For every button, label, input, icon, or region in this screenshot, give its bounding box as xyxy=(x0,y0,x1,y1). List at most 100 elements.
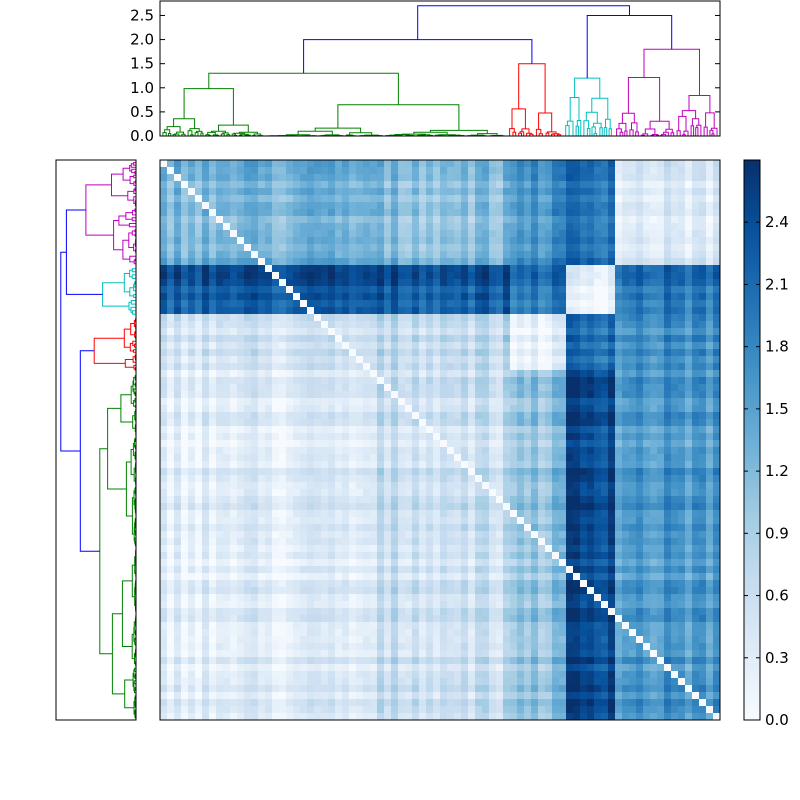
heatmap-cell xyxy=(405,328,413,336)
heatmap-cell xyxy=(489,475,497,483)
heatmap-cell xyxy=(426,272,434,280)
heatmap-cell xyxy=(286,426,294,434)
heatmap-cell xyxy=(559,468,567,476)
heatmap-cell xyxy=(594,496,602,504)
heatmap-cell xyxy=(251,496,259,504)
heatmap-cell xyxy=(615,286,623,294)
heatmap-cell xyxy=(279,244,287,252)
heatmap-cell xyxy=(363,202,371,210)
heatmap-cell xyxy=(216,188,224,196)
heatmap-cell xyxy=(167,545,175,553)
heatmap-cell xyxy=(265,272,273,280)
heatmap-cell xyxy=(307,524,315,532)
heatmap-cell xyxy=(524,174,532,182)
heatmap-cell xyxy=(615,314,623,322)
heatmap-cell xyxy=(391,195,399,203)
heatmap-cell xyxy=(223,160,231,168)
heatmap-cell xyxy=(405,181,413,189)
heatmap-cell xyxy=(377,454,385,462)
heatmap-cell xyxy=(237,279,245,287)
heatmap-cell xyxy=(475,188,483,196)
heatmap-cell xyxy=(328,279,336,287)
heatmap-cell xyxy=(664,363,672,371)
heatmap-cell xyxy=(384,195,392,203)
heatmap-cell xyxy=(573,237,581,245)
heatmap-cell xyxy=(440,552,448,560)
heatmap-cell xyxy=(713,475,721,483)
heatmap-cell xyxy=(664,321,672,329)
heatmap-cell xyxy=(468,181,476,189)
heatmap-cell xyxy=(692,188,700,196)
heatmap-cell xyxy=(223,293,231,301)
heatmap-cell xyxy=(279,258,287,266)
heatmap-cell xyxy=(258,167,266,175)
heatmap-cell xyxy=(328,426,336,434)
heatmap-cell xyxy=(706,524,714,532)
heatmap-cell xyxy=(209,349,217,357)
top-green-link xyxy=(194,132,199,136)
heatmap-cell xyxy=(356,398,364,406)
heatmap-cell xyxy=(237,461,245,469)
heatmap-cell xyxy=(699,440,707,448)
heatmap-cell xyxy=(412,195,420,203)
heatmap-cell xyxy=(272,370,280,378)
heatmap-cell xyxy=(251,314,259,322)
heatmap-cell xyxy=(384,377,392,385)
heatmap-cell xyxy=(251,454,259,462)
heatmap-cell xyxy=(706,433,714,441)
heatmap-cell xyxy=(216,391,224,399)
heatmap-cell xyxy=(181,265,189,273)
heatmap-cell xyxy=(468,454,476,462)
heatmap-cell xyxy=(636,328,644,336)
heatmap-cell xyxy=(181,279,189,287)
heatmap-cell xyxy=(601,328,609,336)
heatmap-cell xyxy=(398,265,406,273)
heatmap-cell xyxy=(447,419,455,427)
heatmap-cell xyxy=(601,363,609,371)
heatmap-cell xyxy=(160,160,168,168)
heatmap-cell xyxy=(321,181,329,189)
heatmap-cell xyxy=(608,265,616,273)
heatmap-cell xyxy=(181,524,189,532)
heatmap-cell xyxy=(419,363,427,371)
heatmap-cell xyxy=(181,468,189,476)
heatmap-cell xyxy=(160,216,168,224)
heatmap-cell xyxy=(433,510,441,518)
heatmap-cell xyxy=(314,503,322,511)
heatmap-cell xyxy=(713,377,721,385)
heatmap-cell xyxy=(370,349,378,357)
heatmap-cell xyxy=(671,489,679,497)
heatmap-cell xyxy=(538,419,546,427)
heatmap-cell xyxy=(489,405,497,413)
heatmap-cell xyxy=(685,356,693,364)
heatmap-cell xyxy=(643,454,651,462)
heatmap-cell xyxy=(209,342,217,350)
heatmap-cell xyxy=(363,174,371,182)
heatmap-cell xyxy=(237,328,245,336)
heatmap-cell xyxy=(237,293,245,301)
heatmap-cell xyxy=(538,265,546,273)
heatmap-cell xyxy=(342,545,350,553)
heatmap-cell xyxy=(202,279,210,287)
heatmap-cell xyxy=(237,384,245,392)
heatmap-cell xyxy=(713,223,721,231)
heatmap-cell xyxy=(636,202,644,210)
heatmap-cell xyxy=(426,524,434,532)
heatmap-cell xyxy=(167,216,175,224)
heatmap-cell xyxy=(510,489,518,497)
heatmap-cell xyxy=(678,475,686,483)
heatmap-cell xyxy=(552,174,560,182)
heatmap-cell xyxy=(356,517,364,525)
heatmap-cell xyxy=(279,188,287,196)
heatmap-cell xyxy=(328,489,336,497)
heatmap-cell xyxy=(328,503,336,511)
heatmap-cell xyxy=(678,440,686,448)
heatmap-cell xyxy=(538,244,546,252)
heatmap-cell xyxy=(601,503,609,511)
heatmap-cell xyxy=(286,188,294,196)
heatmap-cell xyxy=(307,531,315,539)
heatmap-cell xyxy=(475,538,483,546)
heatmap-cell xyxy=(636,475,644,483)
heatmap-cell xyxy=(447,517,455,525)
heatmap-cell xyxy=(314,307,322,315)
